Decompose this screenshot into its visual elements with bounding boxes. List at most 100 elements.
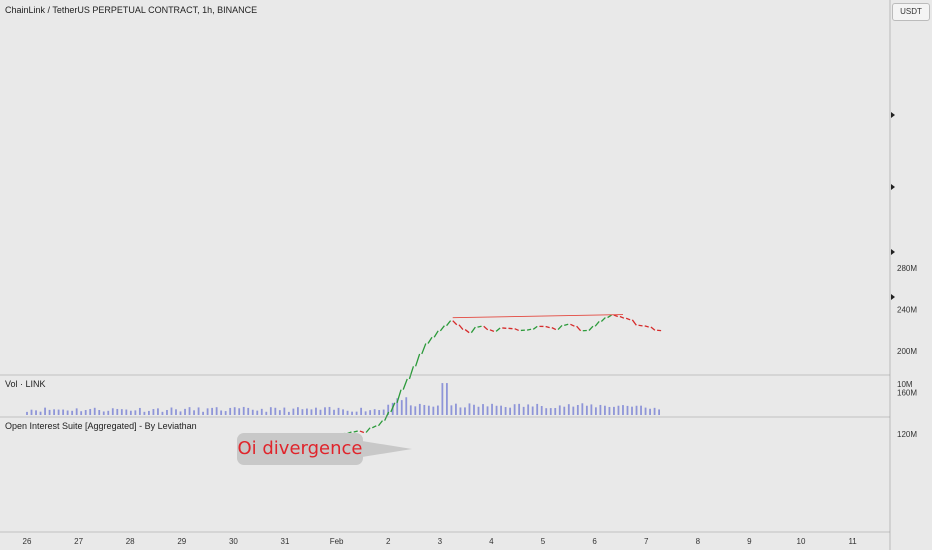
oi-step — [619, 315, 625, 319]
volume-bar — [265, 411, 268, 415]
volume-bar — [138, 407, 141, 415]
volume-bar — [644, 407, 647, 415]
x-tick-label: 27 — [74, 537, 83, 546]
volume-bar — [364, 411, 367, 415]
oi-divergence-callout: Oi divergence — [237, 433, 363, 465]
volume-bar — [387, 404, 390, 415]
volume-bar — [93, 407, 96, 415]
volume-bar — [468, 403, 471, 415]
volume-bar — [455, 403, 457, 415]
oi-tick-label: 120M — [897, 430, 917, 439]
oi-step — [483, 325, 489, 331]
volume-bar — [107, 410, 110, 415]
volume-bar — [161, 411, 164, 415]
x-tick-label: 5 — [541, 537, 546, 546]
volume-bar — [134, 410, 137, 415]
volume-bar — [229, 407, 232, 415]
volume-bar — [278, 410, 281, 415]
volume-layer — [26, 383, 660, 415]
volume-bar — [576, 405, 579, 415]
volume-bar — [486, 406, 489, 415]
volume-bar — [509, 407, 512, 415]
oi-step — [458, 324, 464, 330]
volume-bar — [75, 408, 78, 415]
volume-bar — [635, 405, 638, 415]
oi-step — [564, 323, 569, 327]
x-tick-label: 28 — [126, 537, 135, 546]
volume-bar — [125, 409, 128, 415]
volume-bar — [445, 383, 448, 415]
volume-bar — [545, 408, 548, 415]
volume-bar — [111, 408, 114, 415]
volume-bar — [66, 410, 69, 415]
volume-bar — [256, 410, 259, 415]
volume-bar — [464, 407, 466, 415]
volume-bar — [333, 409, 335, 415]
oi-step — [477, 325, 482, 328]
volume-bar — [504, 407, 507, 415]
volume-bar — [324, 407, 326, 415]
volume-bar — [98, 410, 101, 415]
volume-bar — [418, 403, 421, 415]
oi-step — [353, 430, 358, 433]
volume-bar — [459, 407, 462, 415]
volume-bar — [613, 406, 615, 415]
volume-bar — [608, 406, 611, 415]
axis-marker-icon — [891, 112, 895, 118]
oi-trend-line — [452, 314, 624, 319]
volume-bar — [202, 411, 204, 415]
volume-bar — [626, 405, 629, 415]
volume-bar — [540, 406, 543, 415]
volume-bar — [224, 411, 227, 415]
volume-bar — [89, 408, 92, 415]
volume-bar — [242, 406, 245, 415]
volume-bar — [80, 411, 83, 415]
volume-bar — [414, 406, 417, 415]
volume-bar — [658, 409, 660, 415]
volume-bar — [482, 404, 484, 415]
oi-step — [551, 327, 557, 331]
volume-bar — [500, 405, 502, 415]
volume-bar — [360, 407, 363, 415]
x-tick-label: 4 — [489, 537, 494, 546]
volume-bar — [382, 409, 385, 415]
volume-bar — [166, 409, 168, 415]
volume-bar — [251, 409, 254, 415]
oi-step — [495, 327, 501, 332]
volume-bar — [531, 406, 534, 415]
volume-bar — [491, 403, 493, 415]
volume-bar — [563, 406, 566, 415]
oi-step — [650, 326, 656, 331]
oi-step — [427, 336, 433, 344]
volume-bar — [604, 405, 606, 415]
oi-step — [631, 319, 637, 326]
oi-step — [359, 430, 365, 434]
oi-step — [433, 330, 439, 338]
volume-bar — [409, 405, 412, 415]
currency-button[interactable]: USDT — [892, 3, 930, 21]
volume-bar — [590, 404, 593, 415]
volume-bar — [549, 408, 552, 415]
oi-step — [452, 320, 458, 326]
volume-bar — [346, 410, 349, 415]
x-tick-label: 26 — [23, 537, 32, 546]
oi-layer — [285, 314, 662, 447]
volume-bar — [306, 408, 308, 415]
volume-bar — [315, 407, 317, 415]
volume-bar — [84, 410, 87, 415]
volume-bar — [585, 405, 588, 415]
volume-bar — [152, 409, 155, 415]
volume-bar — [554, 408, 557, 415]
x-tick-label: 8 — [696, 537, 701, 546]
oi-step — [489, 329, 495, 333]
oi-tick-label: 200M — [897, 347, 917, 356]
x-tick-label: 30 — [229, 537, 238, 546]
oi-step — [439, 325, 445, 332]
volume-bar — [594, 407, 597, 415]
axis-marker-icon — [891, 249, 895, 255]
volume-bar — [328, 406, 331, 415]
volume-bar — [269, 407, 272, 415]
